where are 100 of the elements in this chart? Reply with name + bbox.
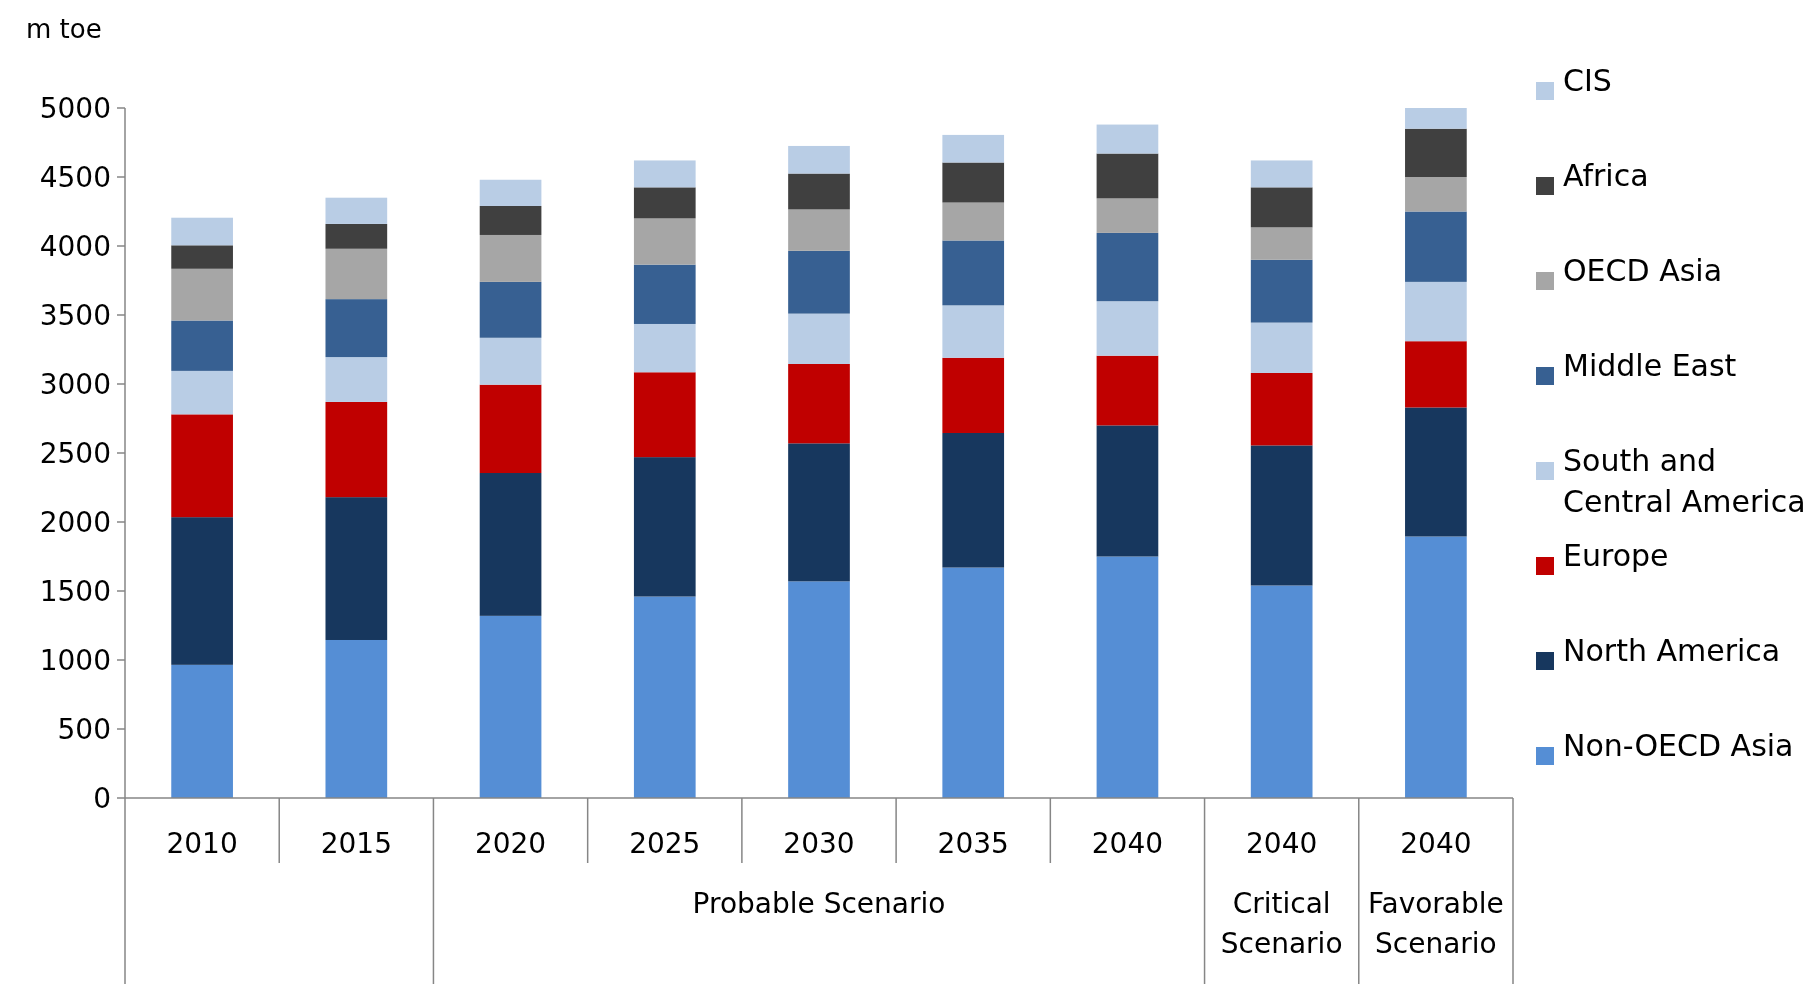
bar [1096, 301, 1159, 356]
legend-label: Non-OECD Asia [1563, 728, 1794, 763]
bar [1250, 585, 1313, 798]
bar [1250, 160, 1313, 188]
bar [479, 337, 542, 385]
bar [942, 162, 1005, 203]
bar [325, 223, 388, 249]
x-tick-label: 2035 [937, 827, 1009, 860]
bar [1250, 322, 1313, 373]
bar [325, 299, 388, 358]
bar [633, 457, 696, 597]
bar [788, 443, 850, 582]
bar [942, 305, 1005, 358]
bar [788, 313, 850, 364]
bar [325, 401, 388, 498]
bar [479, 234, 542, 282]
y-tick-label: 1000 [39, 643, 111, 677]
bar [325, 248, 388, 300]
bar [1096, 198, 1159, 233]
bar [171, 414, 233, 518]
bar [171, 370, 233, 415]
bar [942, 357, 1005, 433]
text: Probable Scenario [692, 887, 946, 920]
bar [788, 363, 850, 444]
bar [479, 281, 542, 338]
bar [171, 245, 233, 269]
bar [633, 264, 696, 324]
y-tick-label: 0 [93, 781, 111, 815]
bar [1096, 556, 1159, 798]
bar [633, 218, 696, 265]
y-tick-label: 4000 [39, 229, 111, 263]
y-tick-label: 1500 [39, 574, 111, 608]
bar [325, 639, 388, 798]
y-axis-title: m toe [26, 14, 102, 44]
legend-label: Africa [1563, 158, 1649, 193]
bar [325, 497, 388, 640]
legend-label: CIS [1563, 63, 1612, 98]
bar [479, 473, 542, 616]
bar [1096, 153, 1159, 199]
bar [942, 567, 1005, 798]
y-tick-label: 2000 [39, 505, 111, 539]
bar [171, 217, 233, 246]
bar [479, 384, 542, 474]
bar [633, 160, 696, 188]
bar [479, 179, 542, 206]
bar [171, 664, 233, 798]
bar [788, 209, 850, 251]
bar [1096, 355, 1159, 426]
bar [788, 173, 850, 210]
legend-label: North America [1563, 633, 1781, 668]
bar [479, 615, 542, 798]
x-tick-label: 2040 [1246, 827, 1318, 860]
legend-label: Middle East [1563, 348, 1737, 383]
bar [1096, 124, 1159, 154]
bar [1405, 128, 1467, 177]
bar [171, 517, 233, 665]
bar [1250, 372, 1313, 446]
x-tick-label: 2040 [1400, 827, 1472, 860]
x-tick-label: 2040 [1091, 827, 1164, 860]
bar [325, 197, 388, 224]
y-tick-label: 3500 [39, 298, 111, 332]
bar [1250, 227, 1313, 260]
x-tick-label: 2020 [474, 827, 547, 860]
y-tick-label: 4500 [39, 160, 111, 194]
bar [325, 357, 388, 402]
bar [171, 320, 233, 371]
text: Favorable Scenario [1367, 887, 1504, 960]
bar [633, 596, 696, 798]
bar [1405, 177, 1467, 212]
bar [942, 432, 1005, 568]
bar [1405, 108, 1467, 129]
y-tick-label: 3000 [39, 367, 111, 401]
bar [1250, 187, 1313, 228]
bar [1405, 211, 1467, 282]
bar [1405, 536, 1467, 798]
bar [633, 187, 696, 219]
bar [1250, 445, 1313, 586]
bar [633, 323, 696, 373]
bar [942, 240, 1005, 306]
text: Critical Scenario [1220, 887, 1343, 960]
bar [942, 134, 1005, 163]
bar [788, 145, 850, 174]
legend-label: OECD Asia [1563, 253, 1723, 288]
bar [1250, 259, 1313, 323]
y-tick-label: 5000 [39, 91, 111, 125]
bar [1405, 341, 1467, 408]
bar [1096, 425, 1159, 557]
legend-label: Europe [1563, 538, 1669, 573]
bar [479, 205, 542, 235]
bar [942, 202, 1005, 241]
bar [171, 268, 233, 321]
y-tick-label: 2500 [39, 436, 111, 470]
x-tick-label: 2030 [783, 827, 855, 860]
x-tick-label: 2025 [629, 827, 701, 860]
bar [1405, 407, 1467, 537]
legend-label: South and Central America [1563, 443, 1806, 519]
x-tick-label: 2015 [320, 827, 392, 860]
x-tick-label: 2010 [166, 827, 238, 860]
bar [1405, 281, 1467, 342]
bar [1096, 232, 1159, 302]
